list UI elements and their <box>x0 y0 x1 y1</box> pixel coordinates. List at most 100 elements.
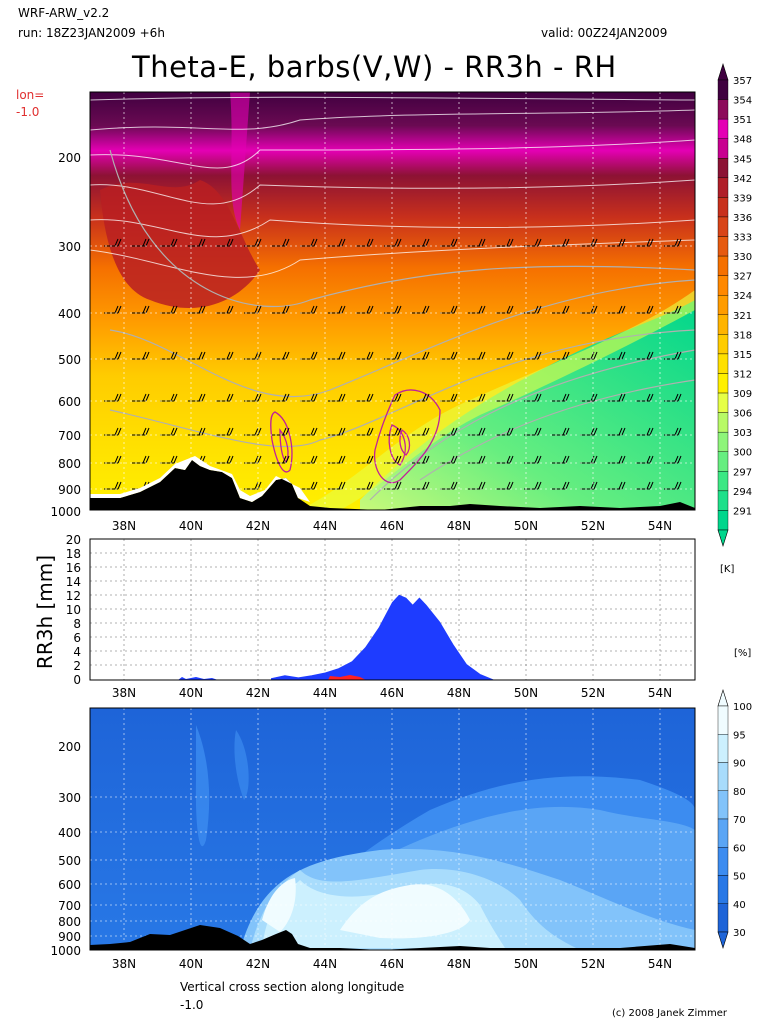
colorbar-label: 309 <box>733 389 752 400</box>
colorbar-swatch <box>717 334 729 355</box>
colorbar-swatch <box>717 412 729 433</box>
colorbar-top-arrow <box>717 688 729 707</box>
y-tick: 1000 <box>50 944 81 958</box>
y-tick: 700 <box>58 899 81 913</box>
colorbar-label: 50 <box>733 872 746 883</box>
colorbar-label: 60 <box>733 843 746 854</box>
footer-desc-value: -1.0 <box>180 998 204 1012</box>
x-tick: 48N <box>447 686 471 700</box>
colorbar-swatch <box>717 705 729 735</box>
colorbar-bottom-arrow <box>717 529 729 548</box>
wind-barb <box>216 393 234 402</box>
colorbar-label: 345 <box>733 154 752 165</box>
y-tick: 300 <box>58 791 81 805</box>
colorbar-label: 294 <box>733 487 752 498</box>
colorbar-swatch <box>717 118 729 139</box>
theta-e-unit: [K] <box>720 564 734 575</box>
wind-barb <box>412 455 430 464</box>
x-tick: 52N <box>581 686 605 700</box>
y-tick: 2 <box>73 659 81 673</box>
x-tick: 38N <box>112 957 136 971</box>
precip-convective <box>328 675 366 680</box>
y-tick: 14 <box>66 575 81 589</box>
colorbar-swatch <box>717 314 729 335</box>
wind-barb <box>132 351 150 360</box>
colorbar-top-arrow <box>717 62 729 81</box>
wind-barb <box>132 238 150 247</box>
wind-barb <box>412 351 430 360</box>
precip-light-area <box>178 677 218 680</box>
wind-barb <box>356 427 374 436</box>
wind-barb <box>132 393 150 402</box>
colorbar-label: 95 <box>733 730 746 741</box>
x-tick: 54N <box>648 686 672 700</box>
x-tick: 52N <box>581 957 605 971</box>
colorbar-swatch <box>717 790 729 820</box>
colorbar-swatch <box>717 431 729 452</box>
x-tick: 38N <box>112 519 136 533</box>
wind-barb <box>216 351 234 360</box>
colorbar-label: 336 <box>733 213 752 224</box>
x-tick: 50N <box>514 957 538 971</box>
wind-barb <box>552 305 570 314</box>
wind-barb <box>496 351 514 360</box>
y-tick: 10 <box>66 603 81 617</box>
wind-barb <box>552 427 570 436</box>
wind-barb <box>496 393 514 402</box>
colorbar-swatch <box>717 99 729 120</box>
y-tick: 800 <box>58 457 81 471</box>
theta-e-colorbar: 291 294 297 300 303 306 309 312 315 318 321 324 327 3… <box>717 62 752 548</box>
colorbar-swatch <box>717 903 729 933</box>
precip-ylabel: RR3h [mm] <box>33 555 57 669</box>
y-tick: 400 <box>58 307 81 321</box>
y-tick: 200 <box>58 740 81 754</box>
colorbar-swatch <box>717 197 729 218</box>
terrain-silhouette <box>90 460 695 510</box>
wind-barb <box>496 481 514 490</box>
wind-barb <box>412 481 430 490</box>
x-tick: 42N <box>246 957 270 971</box>
colorbar-label: 80 <box>733 787 746 798</box>
colorbar-bottom-arrow <box>717 931 729 950</box>
colorbar-label: 333 <box>733 233 752 244</box>
x-tick: 46N <box>380 957 404 971</box>
wind-barb <box>552 238 570 247</box>
wind-barb <box>356 238 374 247</box>
y-tick: 20 <box>66 533 81 547</box>
colorbar-label: 303 <box>733 428 752 439</box>
theta-e-y-axis: 200 300 400 500 600 700 800 900 1000 <box>50 151 81 519</box>
colorbar-label: 354 <box>733 96 752 107</box>
y-tick: 900 <box>58 483 81 497</box>
precip-area <box>271 594 494 681</box>
wind-barb <box>496 455 514 464</box>
colorbar-label: 339 <box>733 193 752 204</box>
run-label: run: 18Z23JAN2009 +6h <box>18 26 165 40</box>
colorbar-label: 324 <box>733 291 752 302</box>
wind-barb <box>636 481 654 490</box>
x-tick: 38N <box>112 686 136 700</box>
colorbar-label: 327 <box>733 272 752 283</box>
wind-barb <box>216 427 234 436</box>
colorbar-swatch <box>717 353 729 374</box>
wind-barb <box>356 305 374 314</box>
colorbar-label: 315 <box>733 350 752 361</box>
x-tick: 44N <box>313 686 337 700</box>
wind-barb <box>412 238 430 247</box>
wind-barb <box>272 455 290 464</box>
valid-label: valid: 00Z24JAN2009 <box>541 26 668 40</box>
wind-barb <box>216 238 234 247</box>
wind-barb <box>552 393 570 402</box>
wind-barb <box>132 305 150 314</box>
y-tick: 4 <box>73 645 81 659</box>
colorbar-label: 330 <box>733 252 752 263</box>
colorbar-label: 306 <box>733 409 752 420</box>
colorbar-label: 90 <box>733 759 746 770</box>
colorbar-swatch <box>717 275 729 296</box>
theta-e-field <box>89 91 696 511</box>
wind-barb <box>636 393 654 402</box>
footer-credit: (c) 2008 Janek Zimmer <box>612 1008 728 1019</box>
colorbar-label: 297 <box>733 467 752 478</box>
wind-barb <box>552 481 570 490</box>
wind-barb <box>216 455 234 464</box>
